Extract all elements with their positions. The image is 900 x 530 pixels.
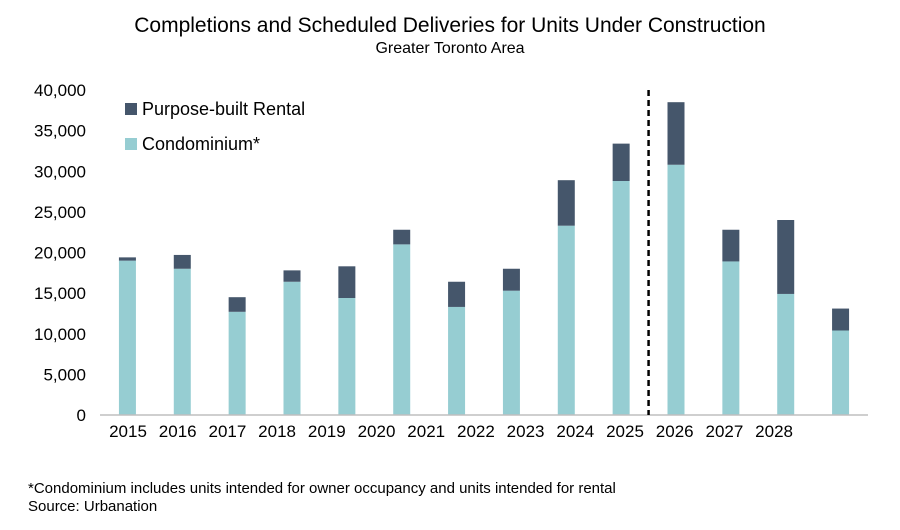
y-tick-label: 5,000 — [43, 365, 86, 384]
bar-rental — [667, 102, 685, 165]
bar-rental — [173, 254, 191, 269]
y-tick-label: 10,000 — [34, 325, 86, 344]
legend-swatch — [125, 138, 137, 150]
y-tick-label: 15,000 — [34, 284, 86, 303]
bar-rental — [502, 268, 520, 291]
x-tick-label: 2015 — [109, 422, 147, 441]
bar-condominium — [722, 261, 740, 415]
y-axis: 0 5,000 10,000 15,000 20,000 25,000 30,000 35,0… — [34, 81, 86, 425]
bar-condominium — [393, 244, 411, 415]
bar-condominium — [228, 311, 246, 415]
bar-rental — [832, 308, 850, 331]
chart-subtitle: Greater Toronto Area — [375, 40, 525, 57]
chart-title: Completions and Scheduled Deliveries for… — [134, 14, 766, 37]
y-tick-label: 35,000 — [34, 122, 86, 141]
legend-label: Purpose-built Rental — [142, 99, 305, 119]
x-tick-label: 2021 — [407, 422, 445, 441]
y-tick-label: 25,000 — [34, 203, 86, 222]
source-note: Source: Urbanation — [28, 498, 158, 515]
bar-rental — [228, 297, 246, 312]
bar-rental — [448, 281, 466, 307]
bar-condominium — [612, 181, 630, 415]
bar-condominium — [667, 164, 685, 415]
legend-label: Condominium* — [142, 134, 260, 154]
x-tick-label: 2020 — [358, 422, 396, 441]
x-tick-label: 2017 — [208, 422, 246, 441]
x-tick-label: 2026 — [656, 422, 694, 441]
x-tick-label: 2018 — [258, 422, 296, 441]
y-tick-label: 30,000 — [34, 162, 86, 181]
bar-rental — [338, 266, 356, 298]
x-tick-label: 2022 — [457, 422, 495, 441]
bar-condominium — [283, 281, 301, 415]
x-tick-label: 2027 — [705, 422, 743, 441]
bar-rental — [777, 220, 795, 294]
bar-condominium — [832, 330, 850, 415]
y-tick-label: 20,000 — [34, 244, 86, 263]
x-tick-label: 2019 — [308, 422, 346, 441]
bar-condominium — [173, 268, 191, 415]
x-tick-label: 2028 — [755, 422, 793, 441]
y-tick-label: 0 — [77, 406, 86, 425]
bar-rental — [393, 229, 411, 245]
bar-rental — [557, 180, 575, 226]
bar-condominium — [448, 306, 466, 415]
bar-rental — [722, 229, 740, 262]
bar-condominium — [118, 260, 136, 415]
bar-condominium — [777, 293, 795, 415]
bar-rental — [118, 257, 136, 261]
legend-swatch — [125, 103, 137, 115]
x-tick-label: 2016 — [159, 422, 197, 441]
stacked-bar-chart: 0 5,000 10,000 15,000 20,000 25,000 30,000 35,0… — [34, 81, 868, 441]
x-axis: 2015 2016 2017 2018 2019 2020 2021 2022 2023 2024… — [109, 422, 793, 441]
bar-condominium — [338, 298, 356, 415]
x-tick-label: 2024 — [556, 422, 594, 441]
bar-condominium — [557, 225, 575, 415]
bar-rental — [283, 270, 301, 282]
legend: Purpose-built Rental Condominium* — [125, 99, 305, 154]
bar-rental — [612, 143, 630, 181]
y-tick-label: 40,000 — [34, 81, 86, 100]
x-tick-label: 2025 — [606, 422, 644, 441]
bars — [118, 102, 850, 415]
footnote: *Condominium includes units intended for… — [28, 480, 616, 497]
x-tick-label: 2023 — [507, 422, 545, 441]
bar-condominium — [502, 290, 520, 415]
